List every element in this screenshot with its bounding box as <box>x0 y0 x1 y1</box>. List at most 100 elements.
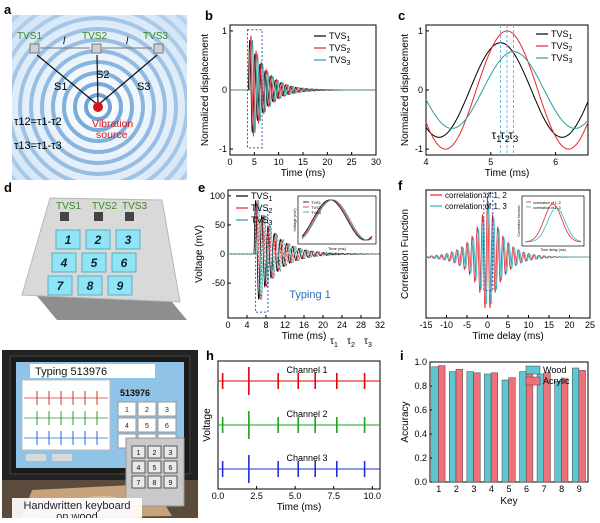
x-tick-label: -10 <box>440 320 453 330</box>
series-line-TVS3 <box>425 51 589 129</box>
metal-key-label-4: 4 <box>137 465 141 472</box>
bar-acrylic-4 <box>490 372 499 483</box>
y-tick-label: 0.0 <box>414 477 427 487</box>
y-axis-label: Voltage <box>202 408 213 442</box>
legend-label: TVS2 <box>551 41 573 53</box>
x-tick-label: 25 <box>585 320 595 330</box>
key-3 <box>115 229 141 250</box>
x-tick-label: 5.0 <box>289 491 302 501</box>
screen-key-5 <box>137 417 157 433</box>
chart-i: 0.0 0.2 0.4 0.6 0.8 1.0 Accuracy Key 1 2 3 4 5 6 7 8 9 Wo… <box>400 357 589 507</box>
tau-label: τ1 <box>330 336 338 347</box>
panel-d: TVS1 TVS2 TVS3 1 2 3 4 5 6 7 8 9 <box>12 190 192 340</box>
x-tick-label: 7 <box>542 484 547 494</box>
inset-x-label: Time (ms) <box>328 246 347 251</box>
metal-key-3 <box>163 445 178 459</box>
x-tick-label: 10 <box>523 320 533 330</box>
x-tick-label: 5 <box>252 157 257 167</box>
key-1 <box>55 229 81 250</box>
bar-wood-5 <box>501 379 509 483</box>
x-tick-label: 20 <box>322 157 332 167</box>
sensor-label-3: TVS3 <box>143 31 168 42</box>
y-tick-label: -1 <box>415 144 423 154</box>
bar-wood-4 <box>484 373 492 483</box>
inset-legend-label: TVS2 <box>311 205 322 210</box>
panel-i: 0.0 0.2 0.4 0.6 0.8 1.0 Accuracy Key 1 2 3 4 5 6 7 8 9 Wo… <box>398 352 598 518</box>
x-axis-label: Time (ms) <box>277 502 322 513</box>
legend-swatch-acrylic <box>525 376 541 386</box>
bar-wood-8 <box>554 380 562 483</box>
x-tick-label: 30 <box>371 157 381 167</box>
x-tick-label: 2.5 <box>250 491 263 501</box>
x-tick-label: 20 <box>564 320 574 330</box>
panel-label-h: h <box>206 348 214 363</box>
y-tick-label: 0.4 <box>414 429 427 439</box>
bar-wood-2 <box>449 371 457 483</box>
panel-label-i: i <box>400 348 404 363</box>
inset-line <box>524 203 582 243</box>
metal-key-6 <box>163 460 178 474</box>
key-label-5: 5 <box>91 256 98 270</box>
screen-button-1 <box>26 454 46 461</box>
y-axis-label: Normalized displacement <box>400 34 411 146</box>
key-label-7: 7 <box>57 279 65 293</box>
screen-text: 513976 <box>120 388 150 398</box>
legend-label: TVS3 <box>329 55 351 67</box>
keyboard-illustration: TVS1 TVS2 TVS3 1 2 3 4 5 6 7 8 9 <box>21 197 187 320</box>
y-tick-label: 0.2 <box>414 453 427 463</box>
metal-key-label-6: 6 <box>169 465 173 472</box>
y-tick-label: -1 <box>219 144 227 154</box>
screen-key-label-1: 1 <box>125 407 129 414</box>
x-axis-label: Time (ms) <box>281 168 326 179</box>
panel-a: TVS1 TVS2 TVS3 l l S1 S2 S3 τ12=τ1-τ2 τ1… <box>0 0 233 242</box>
metal-key-label-1: 1 <box>137 450 141 457</box>
y-tick-label: 0.8 <box>414 381 427 391</box>
y-tick-label: 0 <box>220 249 225 259</box>
channel-label-1: Channel 1 <box>286 365 327 375</box>
y-tick-label: 100 <box>210 191 225 201</box>
x-tick-label: 12 <box>280 320 290 330</box>
screen-title: Typing 513976 <box>35 366 107 378</box>
y-axis-label: Correlation Function <box>400 209 411 299</box>
x-tick-label: 0 <box>225 320 230 330</box>
inset-legend-label: correlation of 1, 2 <box>533 201 561 205</box>
x-tick-label: 8 <box>559 484 564 494</box>
x-tick-label: 9 <box>577 484 582 494</box>
x-tick-label: 3 <box>471 484 476 494</box>
legend-label: TVS2 <box>251 203 273 215</box>
inset-line <box>301 199 373 241</box>
path-label-s3: S3 <box>137 81 150 93</box>
x-axis-label: Time delay (ms) <box>472 331 543 342</box>
metal-key-label-5: 5 <box>153 465 157 472</box>
inset-line <box>301 199 373 241</box>
x-axis-label: Time (ms) <box>282 331 327 342</box>
y-axis-label: Normalized displacement <box>200 34 211 146</box>
x-tick-label: 4 <box>244 320 249 330</box>
panel-label-a: a <box>4 2 12 17</box>
legend-label: TVS2 <box>329 43 351 55</box>
zoom-box <box>483 192 494 292</box>
x-axis-label: Time (ms) <box>485 168 530 179</box>
legend-label: TVS1 <box>551 29 573 41</box>
inset-legend-label: TVS1 <box>311 200 322 205</box>
y-tick-label: 0.6 <box>414 405 427 415</box>
metal-key-label-2: 2 <box>153 450 157 457</box>
metal-key-5 <box>147 460 162 474</box>
x-axis-label: Key <box>500 496 517 507</box>
series-line-correlation of 1, 3 <box>425 201 590 305</box>
ripple-ring <box>62 71 134 143</box>
legend-label: TVS3 <box>251 215 273 227</box>
zoom-box <box>255 209 269 313</box>
inset-y-label: Correlation function <box>517 205 521 236</box>
key-6 <box>111 252 137 273</box>
x-tick-label: 6 <box>553 157 558 167</box>
key-2 <box>85 229 111 250</box>
legend-label: correlation of 1, 2 <box>445 191 507 200</box>
sensor-label-2: TVS2 <box>92 201 117 212</box>
legend-label-wood: Wood <box>543 365 566 375</box>
channel-label-2: Channel 2 <box>286 409 327 419</box>
bar-wood-7 <box>536 373 545 483</box>
legend-label-acrylic: Acrylic <box>543 376 570 386</box>
x-tick-label: -5 <box>463 320 471 330</box>
x-tick-label: -15 <box>419 320 432 330</box>
